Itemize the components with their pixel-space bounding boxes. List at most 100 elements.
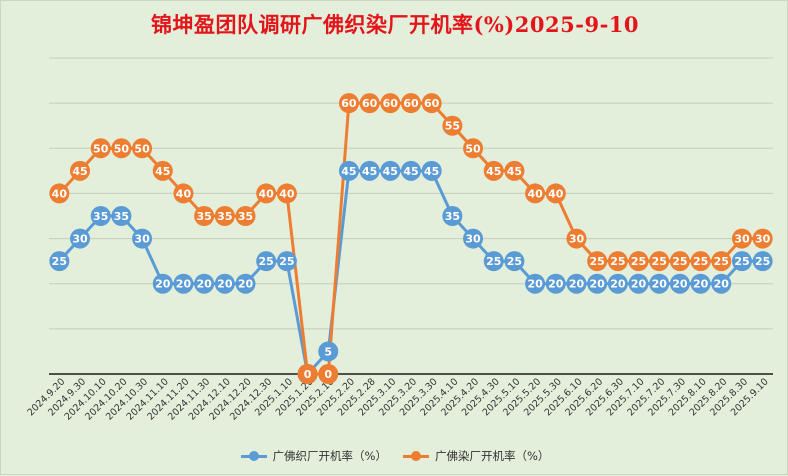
point-marker (442, 115, 463, 136)
point-marker (111, 138, 132, 159)
point-marker (256, 183, 277, 204)
point-marker (49, 251, 70, 272)
data-label: 35 (445, 210, 460, 223)
point-marker (711, 273, 732, 294)
data-points: 2530353530202020202025250545454545453530… (49, 93, 773, 384)
point-marker (338, 160, 359, 181)
legend-item-weaving[interactable]: 广佛织厂开机率（%） (240, 448, 387, 464)
data-point: 20 (566, 273, 587, 294)
data-point: 30 (463, 228, 484, 249)
data-label: 35 (114, 210, 129, 223)
point-marker (752, 228, 773, 249)
data-label: 20 (631, 278, 647, 291)
data-point: 35 (235, 206, 256, 226)
data-label: 20 (569, 278, 585, 291)
x-axis: 2024.9.202024.9.302024.10.102024.10.2020… (25, 373, 773, 423)
point-marker (90, 138, 111, 159)
data-point: 30 (132, 228, 153, 249)
data-label: 20 (176, 278, 192, 291)
point-marker (525, 183, 546, 204)
data-label: 20 (155, 278, 171, 291)
data-label: 25 (755, 255, 770, 268)
data-point: 20 (525, 273, 546, 294)
data-label: 25 (714, 255, 729, 268)
data-label: 25 (652, 255, 667, 268)
data-label: 25 (734, 255, 749, 268)
data-label: 45 (383, 165, 398, 178)
data-point: 30 (752, 228, 773, 249)
data-label: 30 (465, 233, 481, 246)
data-point: 60 (421, 93, 442, 114)
data-label: 35 (93, 210, 108, 223)
point-marker (401, 93, 421, 114)
data-label: 25 (279, 255, 294, 268)
data-label: 50 (93, 142, 109, 155)
point-marker (587, 273, 608, 294)
data-label: 30 (72, 233, 88, 246)
data-point: 35 (194, 206, 215, 226)
point-marker (731, 251, 752, 272)
data-point: 35 (90, 206, 111, 226)
data-label: 20 (610, 278, 626, 291)
point-marker (587, 251, 608, 272)
data-point: 20 (649, 273, 670, 294)
point-marker (669, 273, 690, 294)
point-marker (380, 93, 401, 114)
data-point: 45 (359, 160, 380, 181)
data-point: 20 (607, 273, 628, 294)
point-marker (649, 273, 670, 294)
data-point: 45 (421, 160, 442, 181)
data-label: 30 (134, 233, 150, 246)
data-label: 40 (52, 187, 68, 200)
data-label: 20 (527, 278, 543, 291)
point-marker (566, 273, 587, 294)
point-marker (152, 273, 173, 294)
data-point: 55 (442, 115, 463, 136)
point-marker (566, 228, 587, 249)
point-marker (338, 93, 359, 114)
data-label: 50 (465, 142, 481, 155)
point-marker (70, 228, 91, 249)
data-label: 60 (362, 97, 378, 110)
legend-item-dyeing[interactable]: 广佛染厂开机率（%） (403, 448, 549, 464)
data-point: 20 (587, 273, 608, 294)
data-point: 20 (235, 273, 256, 294)
point-marker (442, 206, 463, 226)
data-point: 40 (525, 183, 546, 204)
data-label: 20 (672, 278, 688, 291)
point-marker (173, 273, 194, 294)
data-point: 45 (152, 160, 173, 181)
series-line-1 (58, 169, 763, 376)
data-point: 60 (401, 93, 421, 114)
data-label: 25 (610, 255, 625, 268)
point-marker (70, 160, 91, 181)
point-marker (463, 138, 484, 159)
point-marker (173, 183, 194, 204)
data-label: 30 (734, 233, 750, 246)
data-point: 25 (256, 251, 277, 272)
data-label: 25 (693, 255, 708, 268)
point-marker (463, 228, 484, 249)
point-marker (194, 206, 215, 226)
data-label: 0 (324, 368, 332, 381)
point-marker (132, 228, 153, 249)
data-point: 40 (173, 183, 194, 204)
data-label: 60 (403, 97, 419, 110)
data-point: 45 (70, 160, 91, 181)
point-marker (380, 160, 401, 181)
point-marker (297, 364, 318, 384)
data-label: 50 (114, 142, 130, 155)
data-point: 50 (463, 138, 484, 159)
data-point: 35 (442, 206, 463, 226)
point-marker (669, 251, 690, 272)
data-label: 40 (259, 187, 275, 200)
data-point: 40 (545, 183, 566, 204)
data-label: 40 (176, 187, 192, 200)
data-label: 20 (548, 278, 564, 291)
data-point: 35 (111, 206, 132, 226)
data-label: 25 (52, 255, 67, 268)
data-label: 35 (196, 210, 211, 223)
data-label: 25 (631, 255, 646, 268)
point-marker (628, 273, 649, 294)
data-label: 40 (548, 187, 564, 200)
